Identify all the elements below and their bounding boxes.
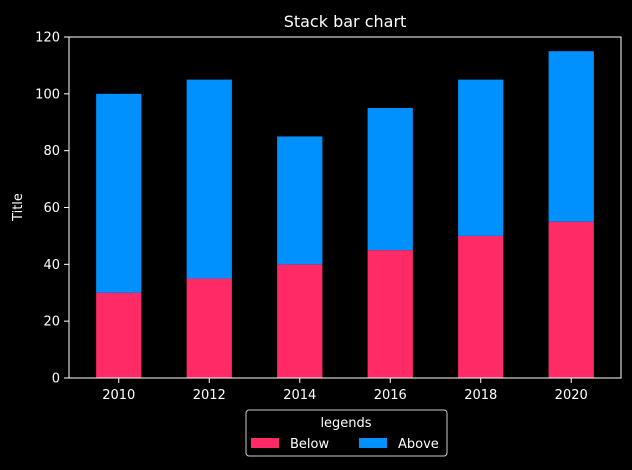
bar-below-2016 <box>367 250 413 379</box>
legend-label-above: Above <box>398 437 439 452</box>
y-tick-label-60: 60 <box>43 201 60 216</box>
bar-below-2010 <box>96 292 142 378</box>
bar-above-2018 <box>458 79 504 236</box>
y-tick-label-100: 100 <box>35 87 60 102</box>
y-axis-label: Title <box>11 193 26 222</box>
legend-title: legends <box>320 416 371 431</box>
legend-swatch-below <box>251 438 279 448</box>
legend-label-below: Below <box>290 437 329 452</box>
bar-below-2012 <box>186 278 232 378</box>
bar-above-2012 <box>186 79 232 279</box>
y-tick-label-20: 20 <box>43 315 60 330</box>
y-tick-label-40: 40 <box>43 258 60 273</box>
chart-title: Stack bar chart <box>284 12 407 31</box>
legend: legends Below Above <box>245 409 448 457</box>
x-tick-label-2018: 2018 <box>464 388 497 403</box>
legend-swatch-above <box>359 438 387 448</box>
bar-below-2014 <box>277 264 323 378</box>
legend-box <box>245 409 448 457</box>
bar-above-2010 <box>96 93 142 293</box>
y-tick-label-0: 0 <box>52 372 60 387</box>
y-tick-label-80: 80 <box>43 144 60 159</box>
bar-above-2020 <box>548 51 594 222</box>
x-tick-label-2014: 2014 <box>283 388 316 403</box>
x-tick-label-2012: 2012 <box>193 388 226 403</box>
bar-above-2016 <box>367 108 413 251</box>
plot-area: 2010 2012 2014 2016 2018 2020 0 20 40 60 80 100 120 <box>35 31 622 403</box>
y-axis: 0 20 40 60 80 100 120 <box>35 31 69 387</box>
legend-items: Below Above <box>251 437 439 452</box>
x-tick-label-2020: 2020 <box>555 388 588 403</box>
x-tick-label-2016: 2016 <box>374 388 407 403</box>
bar-below-2020 <box>548 221 594 378</box>
bars <box>96 51 594 379</box>
bar-above-2014 <box>277 136 323 265</box>
x-axis: 2010 2012 2014 2016 2018 2020 <box>102 378 588 403</box>
x-tick-label-2010: 2010 <box>102 388 135 403</box>
bar-below-2018 <box>458 235 504 378</box>
plot-frame <box>68 36 622 379</box>
y-tick-label-120: 120 <box>35 31 60 46</box>
